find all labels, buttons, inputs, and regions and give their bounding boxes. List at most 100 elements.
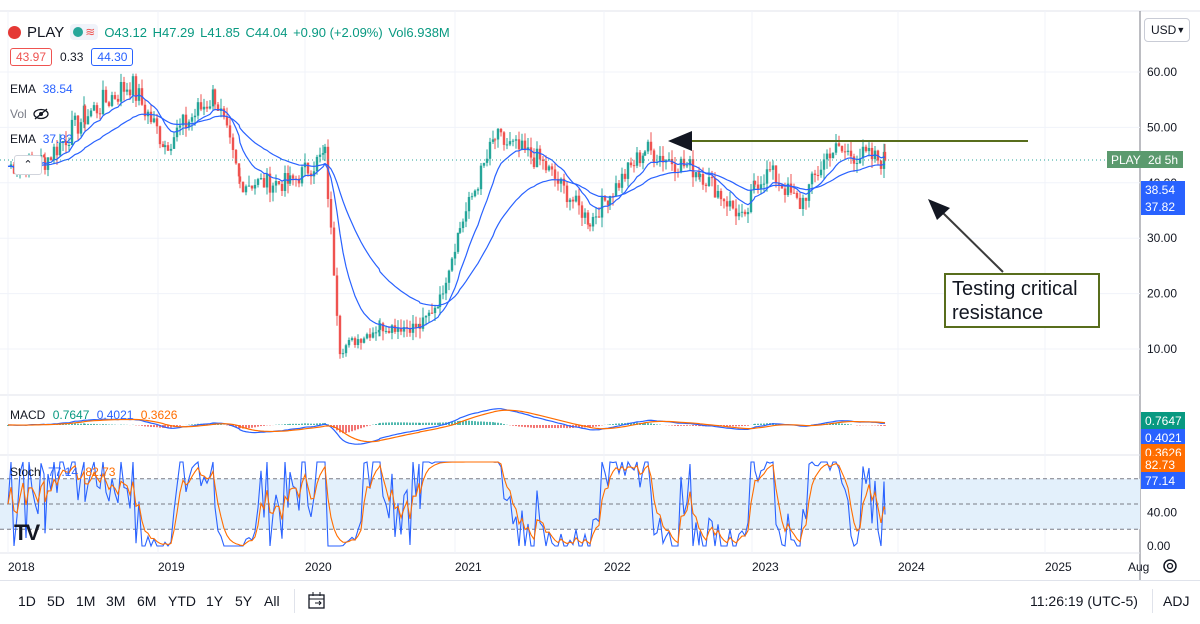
macd-bar	[483, 422, 485, 425]
symbol-name[interactable]: PLAY	[27, 24, 64, 41]
ema-legend-1[interactable]: EMA 38.54	[10, 82, 73, 96]
ema-value: 37.82	[43, 132, 73, 146]
macd-bar	[84, 424, 86, 425]
candle-body	[322, 153, 324, 155]
candle-body	[173, 137, 175, 149]
candle-body	[385, 331, 387, 332]
macd-bar	[379, 423, 381, 425]
candle-body	[589, 225, 591, 227]
timeframe-6m[interactable]: 6M	[137, 593, 156, 609]
volume-legend[interactable]: Vol	[10, 107, 49, 121]
timeframe-1y[interactable]: 1Y	[206, 593, 223, 609]
candle-body	[275, 181, 277, 186]
price-tick-label: 20.00	[1147, 287, 1177, 301]
currency-label: USD	[1151, 23, 1176, 37]
candle-body	[741, 212, 743, 213]
timeframe-ytd[interactable]: YTD	[168, 593, 196, 609]
buy-price[interactable]: 44.30	[91, 48, 133, 66]
timeframe-5y[interactable]: 5Y	[235, 593, 252, 609]
close-value: C44.04	[246, 25, 288, 40]
candle-body	[595, 216, 597, 217]
candle-body	[702, 174, 704, 185]
settings-gear-icon[interactable]	[1160, 556, 1180, 576]
macd-legend[interactable]: MACD 0.7647 0.4021 0.3626	[10, 408, 177, 422]
macd-bar	[729, 425, 731, 426]
macd-bar	[674, 425, 676, 426]
candle-body	[80, 122, 82, 133]
spread-value: 0.33	[60, 50, 83, 64]
macd-bar	[345, 425, 347, 433]
candle-body	[695, 172, 697, 177]
candle-body	[74, 116, 76, 120]
candle-body	[578, 196, 580, 206]
high-value: H47.29	[153, 25, 195, 40]
candle-body	[790, 184, 792, 193]
candle-body	[483, 163, 485, 166]
macd-bar	[400, 422, 402, 425]
candle-body	[448, 271, 450, 283]
timeframe-5d[interactable]: 5D	[47, 593, 65, 609]
macd-bar	[382, 423, 384, 425]
currency-select[interactable]: USD ▼	[1144, 18, 1190, 42]
date-range-icon[interactable]	[306, 590, 328, 612]
candle-body	[108, 102, 110, 106]
candle-body	[769, 169, 771, 170]
ema-legend-2[interactable]: EMA 37.82	[10, 132, 73, 146]
candle-body	[278, 181, 280, 184]
candle-body	[266, 174, 268, 188]
macd-bar	[220, 424, 222, 425]
candle-body	[717, 191, 719, 198]
candle-body	[598, 216, 600, 217]
low-value: L41.85	[200, 25, 240, 40]
candle-body	[515, 139, 517, 140]
candle-body	[811, 174, 813, 185]
candle-body	[820, 170, 822, 175]
candle-body	[832, 153, 834, 159]
macd-bar	[287, 424, 289, 425]
candle-body	[200, 102, 202, 109]
stoch-k-value: 77.14	[48, 465, 78, 479]
macd-bar	[650, 423, 652, 425]
annotation-line-2: resistance	[952, 301, 1092, 325]
candle-body	[644, 151, 646, 155]
timeframe-3m[interactable]: 3M	[106, 593, 125, 609]
collapse-legend-icon[interactable]: ⌃	[14, 155, 42, 175]
timeframe-1m[interactable]: 1M	[76, 593, 95, 609]
status-pill[interactable]: ≋	[70, 24, 98, 40]
adjust-toggle[interactable]: ADJ	[1163, 593, 1189, 609]
macd-bar	[360, 425, 362, 428]
macd-bar	[431, 423, 433, 425]
macd-bar	[735, 425, 737, 426]
candle-body	[500, 129, 502, 132]
macd-bar	[354, 425, 356, 430]
candle-body	[521, 141, 523, 150]
candle-body	[618, 183, 620, 188]
macd-bar	[375, 424, 377, 425]
macd-bar	[492, 422, 494, 425]
candle-body	[853, 156, 855, 163]
stoch-d-value: 82.73	[85, 465, 115, 479]
macd-line-value: 0.4021	[97, 408, 134, 422]
macd-bar	[357, 425, 359, 429]
annotation-line-1: Testing critical	[952, 277, 1092, 301]
price-tick-label: 50.00	[1147, 120, 1177, 134]
macd-bar	[515, 425, 517, 426]
toolbar-divider	[1152, 589, 1153, 613]
clock[interactable]: 11:26:19 (UTC-5)	[1030, 593, 1138, 609]
candle-body	[354, 338, 356, 345]
annotation-callout[interactable]: Testing critical resistance	[944, 273, 1100, 328]
macd-bar	[80, 424, 82, 425]
macd-bar	[732, 425, 734, 426]
candle-body	[633, 165, 635, 166]
timeframe-1d[interactable]: 1D	[18, 593, 36, 609]
stoch-legend[interactable]: Stoch 77.14 82.73	[10, 465, 115, 479]
timeframe-all[interactable]: All	[264, 593, 280, 609]
sell-price[interactable]: 43.97	[10, 48, 52, 66]
tradingview-logo[interactable]: TV	[14, 520, 38, 546]
macd-bar	[656, 424, 658, 425]
macd-bar	[533, 425, 535, 428]
candle-body	[575, 196, 577, 202]
candle-body	[336, 275, 338, 315]
eye-hidden-icon[interactable]	[33, 108, 49, 120]
macd-bar	[434, 423, 436, 425]
